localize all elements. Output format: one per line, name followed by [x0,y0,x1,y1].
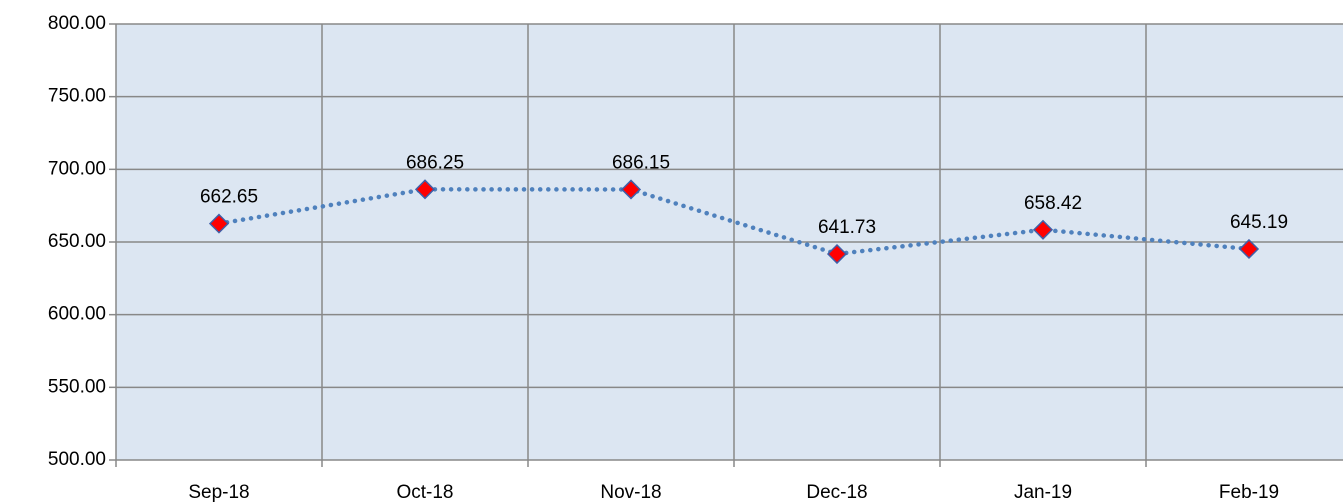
data-label: 658.42 [1024,193,1082,214]
marker [620,179,642,200]
marker [1032,219,1054,240]
x-tick-label: Feb-19 [1219,482,1279,503]
data-label: 641.73 [818,217,876,238]
y-tick-label: 650.00 [48,231,106,252]
data-label: 686.15 [612,152,670,173]
x-tick-label: Jan-19 [1014,482,1072,503]
data-label: 662.65 [200,187,258,208]
y-tick-label: 500.00 [48,449,106,470]
x-tick-label: Oct-18 [396,482,453,503]
marker [208,213,230,234]
marker [826,243,848,265]
x-tick-label: Nov-18 [600,482,661,503]
data-label: 645.19 [1230,212,1288,233]
y-tick-label: 600.00 [48,304,106,325]
marker [1238,238,1260,260]
data-line [216,187,1252,257]
y-tick-label: 750.00 [48,86,106,107]
marker [414,179,436,200]
x-tick-label: Sep-18 [188,482,249,503]
x-tick-label: Dec-18 [806,482,867,503]
y-tick-label: 700.00 [48,158,106,179]
y-tick-label: 800.00 [48,13,106,34]
y-tick-label: 550.00 [48,376,106,397]
data-label: 686.25 [406,152,464,173]
